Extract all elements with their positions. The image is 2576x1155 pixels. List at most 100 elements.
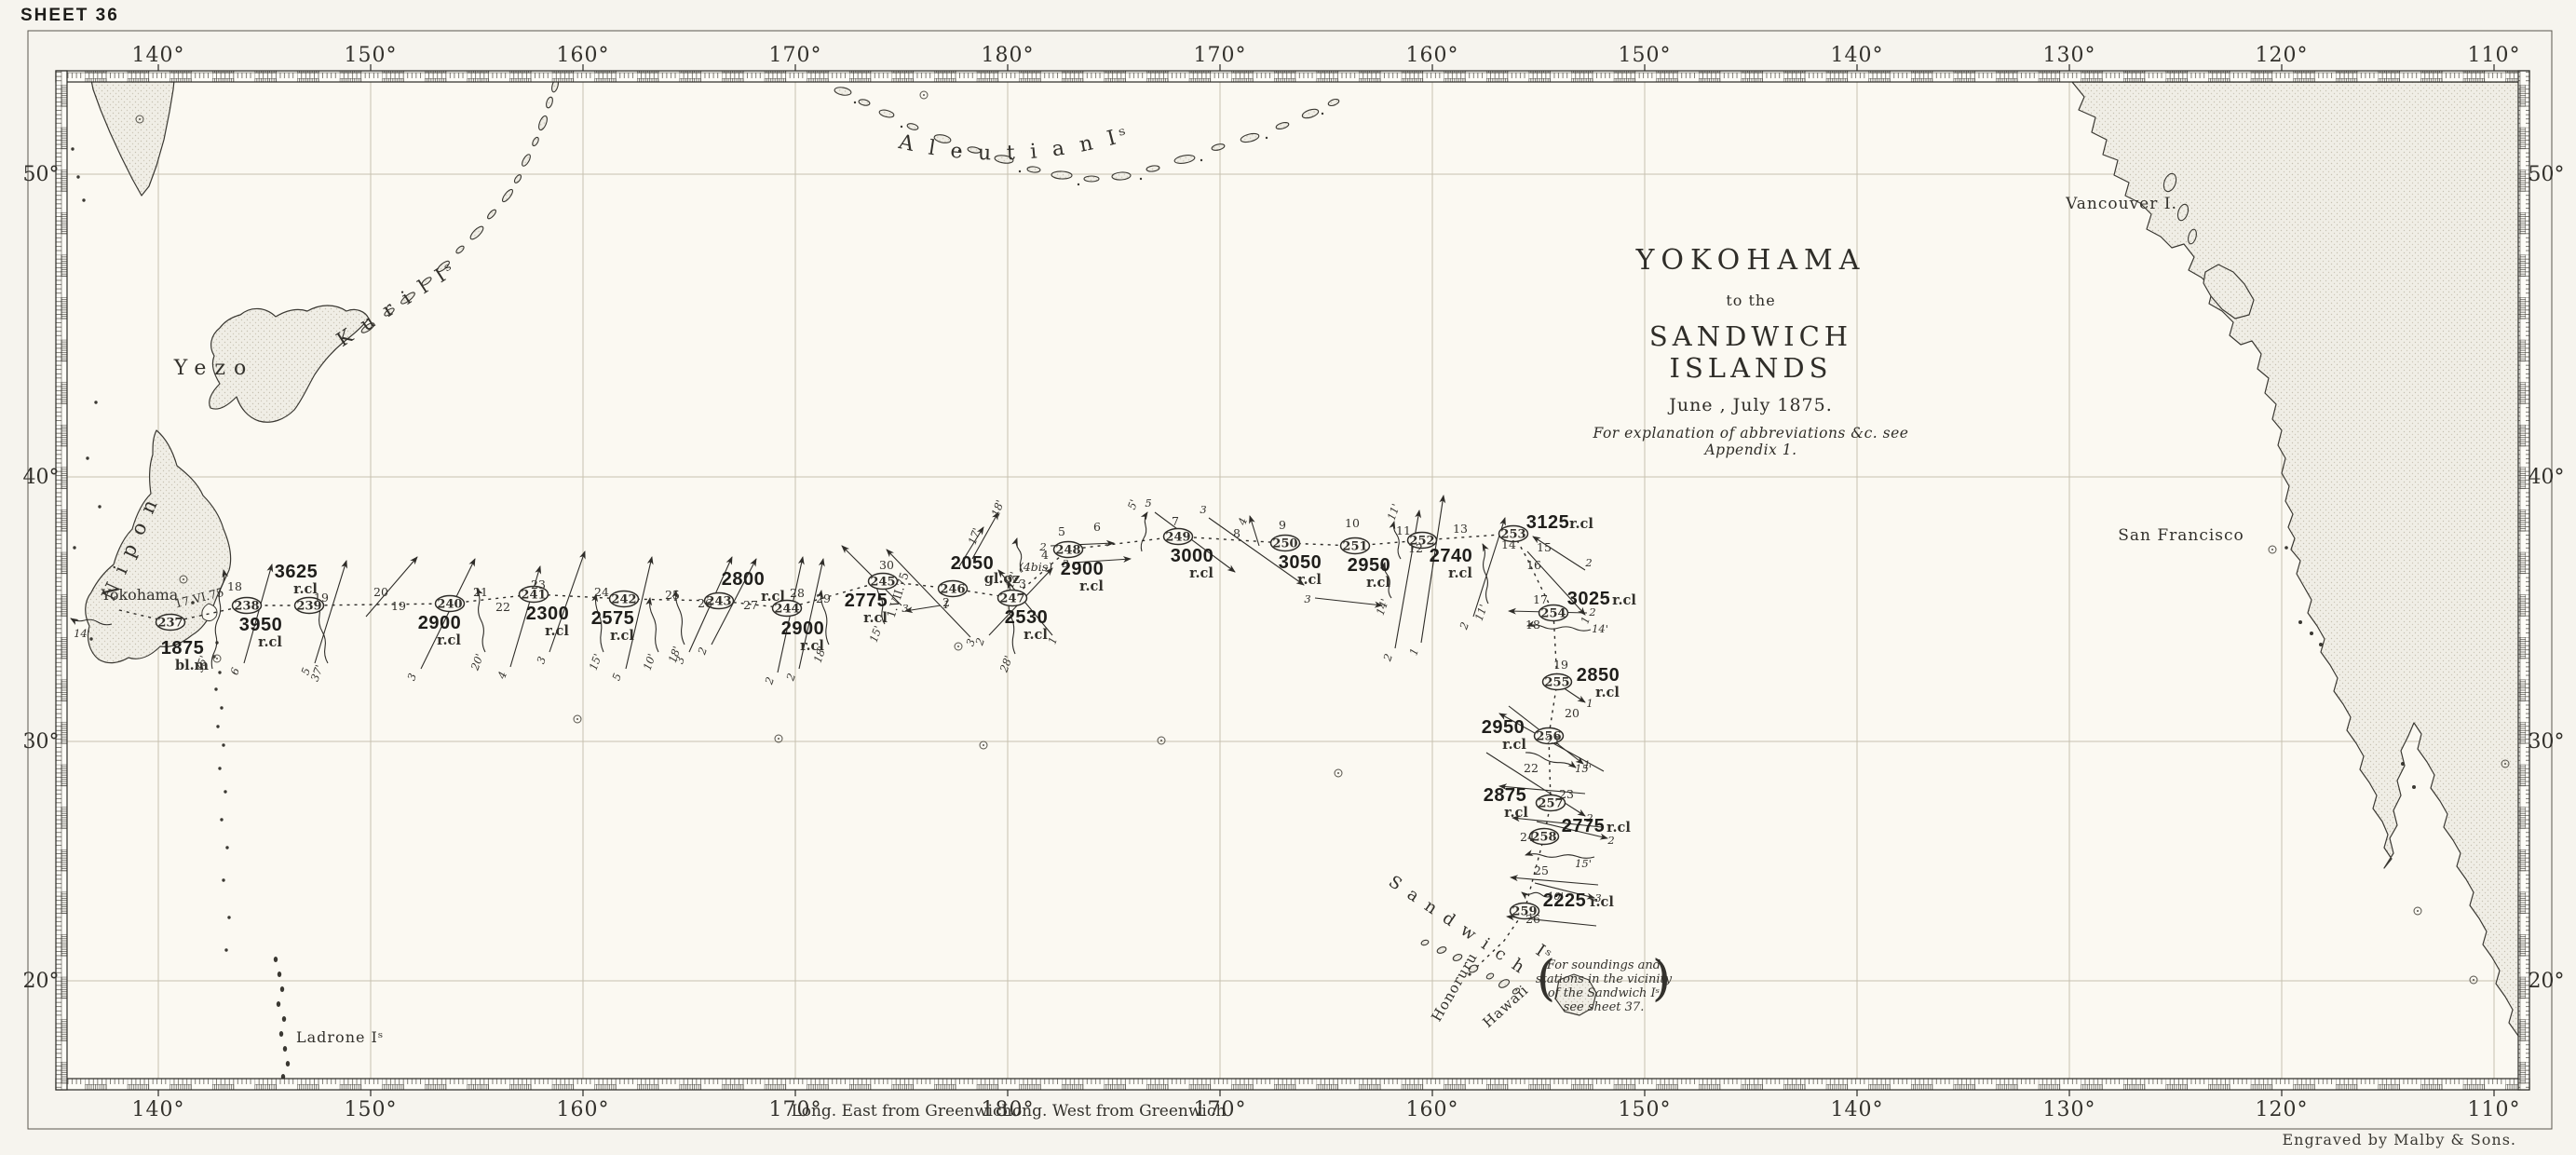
station-number: 247 [999,592,1024,606]
longitude-label-top: 120° [2256,44,2309,67]
current-drift-label: 28' [997,654,1015,674]
station-oval [1541,673,1573,691]
outer-neatline [27,30,2553,1130]
longitude-label-top: 160° [557,44,610,67]
current-drift-label: 14' [74,627,90,640]
station-number: 237 [157,617,183,631]
current-arrow-wavy [1525,849,1595,859]
ladrone-islet [282,1046,288,1052]
aleutian-islet [834,87,852,96]
current-arrow [958,526,984,567]
station-oval [867,572,899,591]
bottom-type: r.cl [545,623,569,639]
track-day: 12 [1408,541,1423,555]
current-drift-label: 20' [468,652,486,673]
offshore-islet [2298,620,2302,624]
circled-dot-symbol [919,90,929,100]
note-paren: ) [1652,951,1671,1007]
longitude-label-top: 180° [982,44,1035,67]
bottom-type: r.cl [1189,565,1213,581]
aleutian-islet [994,155,1014,164]
latitude-label-right: 20° [2529,970,2565,993]
track-day: (4bis) [1019,560,1052,574]
circled-dot-symbol [2268,545,2277,554]
current-arrow [1510,875,1599,886]
station-259: 259 2225 r.cl [1509,890,1614,920]
station-oval [155,613,186,632]
kuril-islet [469,225,484,240]
circled-dot-symbol [2501,759,2510,768]
izu-islet [224,948,228,952]
izu-islet [220,818,224,822]
aleutian-islet [1211,143,1226,151]
sounding-depth: 2800 [722,569,766,590]
current-drift-label: 17' [966,526,983,547]
station-number: 246 [940,583,965,597]
current-drift-label: 5 [1145,496,1151,510]
tokyo-bay [201,603,218,622]
track-day: 5 [1058,524,1065,538]
current-drift-label: 11' [1472,603,1490,623]
track-day: 20 [1565,706,1579,720]
bottom-type: r.cl [437,632,461,648]
track-day: 24 [594,585,609,599]
track-day: 27 [743,598,758,612]
north-america [2071,82,2518,1037]
latitude-label-right: 50° [2529,163,2565,186]
sounding-depth: 2900 [418,613,462,633]
track-day: 28 [790,586,805,600]
circled-dot-symbol [2504,763,2506,765]
sounding-depth: 2225 [1543,890,1587,911]
place-label-vancouveri: Vancouver I. [2065,195,2177,213]
japan-sea-islet [73,546,76,550]
current-drift-label: 37' [308,663,326,684]
circled-dot-symbol [1334,768,1343,778]
current-arrow [904,605,942,614]
sandwich-islet [1436,946,1447,954]
circled-dot-symbol [979,741,988,750]
longitude-label-top: 140° [132,44,185,67]
latitude-label-left: 40° [23,466,60,489]
current-drift-label: 1 [1578,615,1593,626]
ladrone-islet [279,986,285,992]
circled-dot-symbol [957,645,959,647]
circled-dot-symbol [774,734,783,743]
current-drift-label: 15' [1575,762,1592,775]
station-258: 258 2775 r.cl [1528,816,1631,846]
place-label-yezo: Yezo [173,357,254,380]
bottom-type: gl.oz [984,571,1021,587]
longitude-label-top: 170° [1194,44,1247,67]
current-arrow-wavy [1011,537,1024,573]
kuril-islet [437,260,450,273]
station-oval [1162,527,1194,546]
current-arrow [971,511,999,560]
track-day: 23 [531,578,546,591]
current-arrow-wavy [671,590,685,645]
station-oval [1538,604,1569,622]
station-oval [231,596,263,615]
kuril-islet [538,115,548,131]
longitude-label-top: 110° [2468,44,2521,67]
station-number: 244 [774,603,799,617]
aleutian-dot [1200,158,1203,162]
sounding-depth: 2775 [1562,816,1606,836]
current-drift-label: 1 [1586,697,1593,710]
longitude-label-bottom: 170° [769,1098,822,1121]
track-day: 10 [1345,516,1360,530]
current-arrow-wavy [70,618,113,626]
current-drift-label: 18' [666,645,684,665]
ladrone-islet [278,1031,284,1037]
ladrone-islet [281,1016,287,1022]
longitude-label-bottom: 150° [345,1098,398,1121]
current-drift-label: 1 [1406,646,1421,658]
sandwich-islet [1452,954,1463,961]
longitude-label-top: 130° [2043,44,2096,67]
izu-islet [222,743,225,747]
bottom-type: r.cl [610,628,634,644]
current-arrow [886,549,971,638]
